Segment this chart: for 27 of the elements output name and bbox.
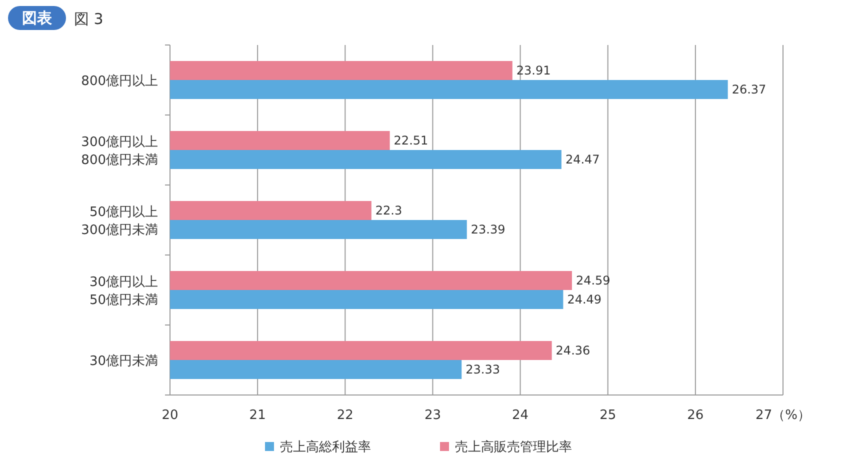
data-label: 23.33 (466, 362, 500, 376)
data-label: 24.59 (576, 274, 610, 288)
data-label: 24.49 (567, 292, 602, 306)
x-tick-label: 21 (249, 408, 266, 423)
data-label: 24.36 (556, 344, 590, 358)
data-label: 22.51 (394, 134, 428, 148)
y-tick-label: 30億円以上 50億円未満 (89, 275, 158, 308)
data-label: 23.39 (470, 222, 506, 236)
x-tick-label: 26 (687, 408, 704, 423)
x-tick-label: 22 (336, 408, 354, 423)
y-tick-label: 800億円以上 (81, 74, 158, 89)
y-tick-label: 30億円未満 (89, 354, 158, 369)
chart-title: 図 3 (74, 10, 104, 28)
text: 図表 (22, 9, 53, 27)
data-label: 24.47 (565, 152, 600, 166)
y-tick-label: 300億円以上 800億円未満 (81, 135, 158, 168)
x-tick-label: 27（%） (756, 408, 810, 423)
data-label: 23.91 (516, 64, 551, 78)
x-tick-label: 25 (600, 408, 616, 423)
legend-label: 売上高販売管理比率 (455, 439, 572, 455)
x-tick-label: 23 (424, 408, 441, 423)
y-tick-label: 50億円以上 300億円未満 (81, 205, 158, 238)
data-label: 26.37 (732, 82, 766, 96)
x-tick-label: 20 (162, 408, 178, 423)
x-tick-label: 24 (512, 408, 529, 423)
data-label: 22.3 (375, 204, 402, 218)
legend-label: 売上高総利益率 (280, 439, 371, 455)
